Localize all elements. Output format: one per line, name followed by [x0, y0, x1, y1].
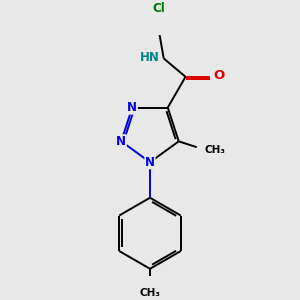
Text: Cl: Cl [152, 2, 165, 15]
Text: N: N [145, 156, 155, 169]
Text: N: N [127, 101, 137, 114]
Text: O: O [214, 69, 225, 82]
Text: N: N [116, 135, 126, 148]
Text: CH₃: CH₃ [140, 288, 160, 298]
Text: CH₃: CH₃ [205, 145, 226, 155]
Text: HN: HN [140, 51, 160, 64]
